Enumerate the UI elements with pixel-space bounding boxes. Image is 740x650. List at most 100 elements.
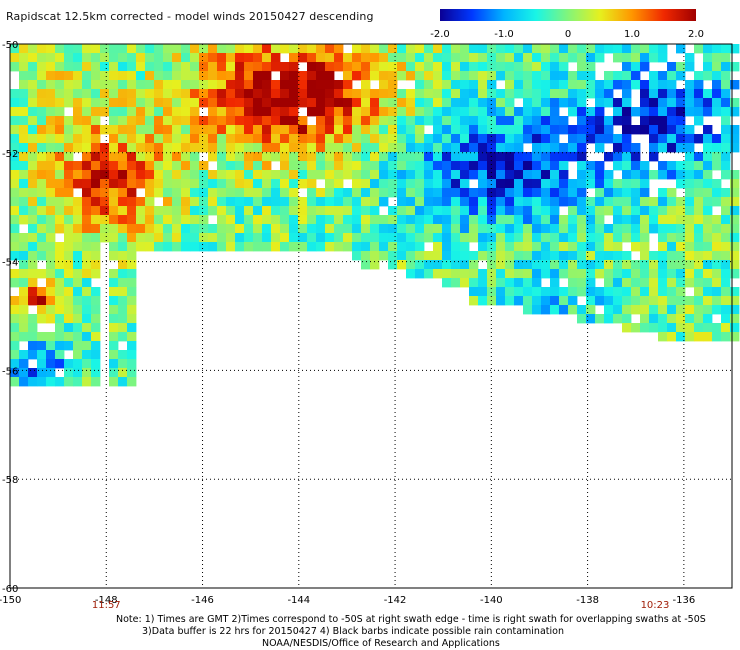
wind-difference-cell (523, 260, 533, 270)
wind-difference-cell (370, 242, 380, 252)
wind-difference-cell (190, 233, 200, 243)
wind-difference-cell (280, 188, 290, 198)
wind-difference-cell (325, 143, 335, 153)
wind-difference-cell (136, 170, 146, 180)
wind-difference-cell (433, 179, 443, 189)
wind-difference-cell (361, 134, 371, 144)
wind-difference-cell (73, 125, 83, 135)
wind-difference-cell (577, 233, 587, 243)
wind-difference-cell (550, 287, 560, 297)
wind-difference-cell (586, 305, 596, 315)
wind-difference-cell (127, 53, 137, 63)
wind-difference-cell (460, 179, 470, 189)
wind-difference-cell (244, 233, 254, 243)
wind-difference-cell (379, 44, 389, 54)
wind-difference-cell (550, 44, 560, 54)
wind-difference-cell (64, 242, 74, 252)
wind-difference-cell (262, 197, 272, 207)
wind-difference-cell (532, 197, 542, 207)
wind-difference-cell (514, 80, 524, 90)
wind-difference-cell (82, 305, 92, 315)
wind-difference-cell (577, 62, 587, 72)
wind-difference-cell (523, 215, 533, 225)
wind-difference-cell (487, 197, 497, 207)
wind-difference-cell (721, 332, 731, 342)
wind-difference-cell (694, 296, 704, 306)
wind-difference-cell (685, 242, 695, 252)
wind-difference-cell (64, 323, 74, 333)
wind-difference-cell (307, 71, 317, 81)
wind-difference-cell (676, 125, 686, 135)
wind-difference-cell (343, 53, 353, 63)
wind-difference-cell (694, 224, 704, 234)
wind-difference-cell (91, 188, 101, 198)
wind-difference-cell (622, 305, 632, 315)
wind-difference-cell (730, 233, 740, 243)
wind-difference-cell (685, 107, 695, 117)
wind-difference-cell (190, 44, 200, 54)
wind-difference-cell (676, 197, 686, 207)
wind-difference-cell (118, 188, 128, 198)
wind-difference-cell (127, 62, 137, 72)
wind-difference-cell (325, 161, 335, 171)
wind-difference-cell (28, 197, 38, 207)
wind-difference-cell (460, 152, 470, 162)
wind-difference-cell (730, 170, 740, 180)
wind-difference-cell (541, 197, 551, 207)
wind-difference-cell (730, 287, 740, 297)
wind-difference-cell (181, 224, 191, 234)
wind-difference-cell (568, 125, 578, 135)
wind-difference-cell (649, 152, 659, 162)
wind-difference-cell (91, 251, 101, 261)
wind-difference-cell (82, 71, 92, 81)
wind-difference-cell (496, 53, 506, 63)
wind-difference-cell (289, 170, 299, 180)
wind-difference-cell (631, 143, 641, 153)
wind-difference-cell (46, 89, 56, 99)
wind-difference-cell (586, 224, 596, 234)
wind-difference-cell (127, 332, 137, 342)
wind-difference-cell (613, 206, 623, 216)
wind-difference-cell (613, 188, 623, 198)
wind-difference-cell (118, 125, 128, 135)
wind-difference-cell (640, 44, 650, 54)
wind-difference-cell (478, 224, 488, 234)
wind-difference-cell (343, 125, 353, 135)
wind-difference-cell (595, 233, 605, 243)
wind-difference-cell (145, 89, 155, 99)
wind-difference-cell (316, 44, 326, 54)
wind-difference-cell (604, 251, 614, 261)
wind-difference-cell (604, 71, 614, 81)
wind-difference-cell (577, 269, 587, 279)
wind-difference-cell (136, 98, 146, 108)
wind-difference-cell (217, 224, 227, 234)
wind-difference-cell (577, 89, 587, 99)
wind-difference-cell (685, 278, 695, 288)
wind-difference-cell (73, 314, 83, 324)
wind-difference-cell (640, 260, 650, 270)
wind-difference-cell (433, 80, 443, 90)
wind-difference-cell (721, 197, 731, 207)
wind-difference-cell (433, 161, 443, 171)
wind-difference-cell (334, 224, 344, 234)
wind-difference-cell (721, 125, 731, 135)
wind-difference-cell (451, 242, 461, 252)
wind-difference-cell (118, 71, 128, 81)
wind-difference-cell (622, 44, 632, 54)
wind-difference-cell (640, 53, 650, 63)
wind-difference-cell (424, 134, 434, 144)
wind-difference-cell (217, 44, 227, 54)
wind-difference-cell (226, 125, 236, 135)
wind-difference-cell (595, 224, 605, 234)
wind-difference-cell (559, 116, 569, 126)
wind-difference-cell (397, 224, 407, 234)
wind-difference-cell (379, 188, 389, 198)
wind-difference-cell (397, 170, 407, 180)
wind-difference-cell (640, 314, 650, 324)
wind-difference-cell (685, 143, 695, 153)
wind-difference-cell (64, 179, 74, 189)
wind-difference-cell (469, 143, 479, 153)
wind-difference-cell (487, 206, 497, 216)
wind-difference-cell (676, 224, 686, 234)
wind-difference-cell (145, 224, 155, 234)
